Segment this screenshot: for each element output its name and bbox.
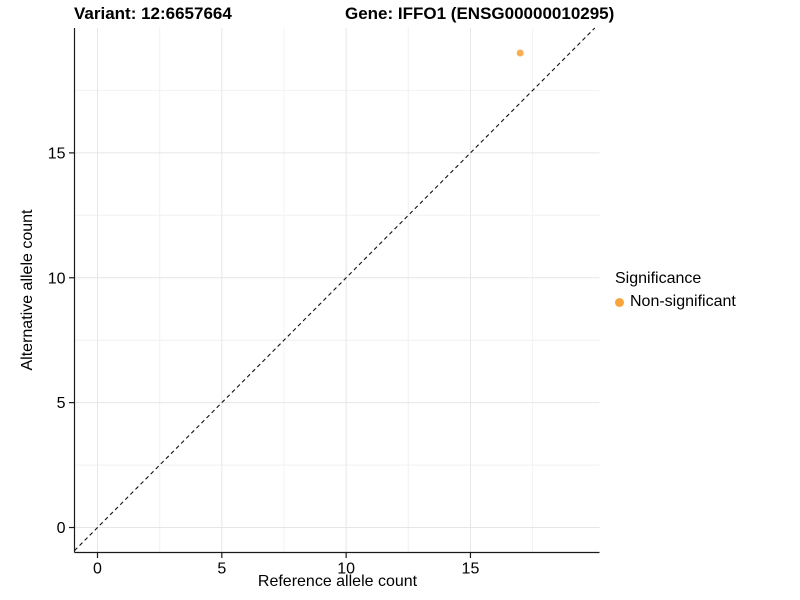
gene-title: Gene: IFFO1 (ENSG00000010295) xyxy=(345,4,615,23)
x-tick-label: 10 xyxy=(337,561,355,578)
variant-title: Variant: 12:6657664 xyxy=(74,4,232,23)
x-tick-label: 5 xyxy=(217,561,226,578)
legend-item-label: Non-significant xyxy=(630,293,736,310)
y-tick-label: 0 xyxy=(57,520,66,537)
identity-reference-line xyxy=(74,27,596,552)
legend-title: Significance xyxy=(615,270,702,287)
x-axis-title: Reference allele count xyxy=(257,573,418,590)
legend-point-icon xyxy=(615,297,624,307)
data-point xyxy=(516,49,524,57)
y-tick-label: 5 xyxy=(57,395,66,412)
y-axis-title: Alternative allele count xyxy=(19,209,36,371)
x-tick-label: 15 xyxy=(462,561,480,578)
x-tick-label: 0 xyxy=(93,561,102,578)
legend-item: Non-significant xyxy=(615,293,736,311)
y-tick-label: 10 xyxy=(48,270,66,287)
legend: Significance Non-significant xyxy=(615,270,736,311)
y-tick-label: 15 xyxy=(48,145,66,162)
